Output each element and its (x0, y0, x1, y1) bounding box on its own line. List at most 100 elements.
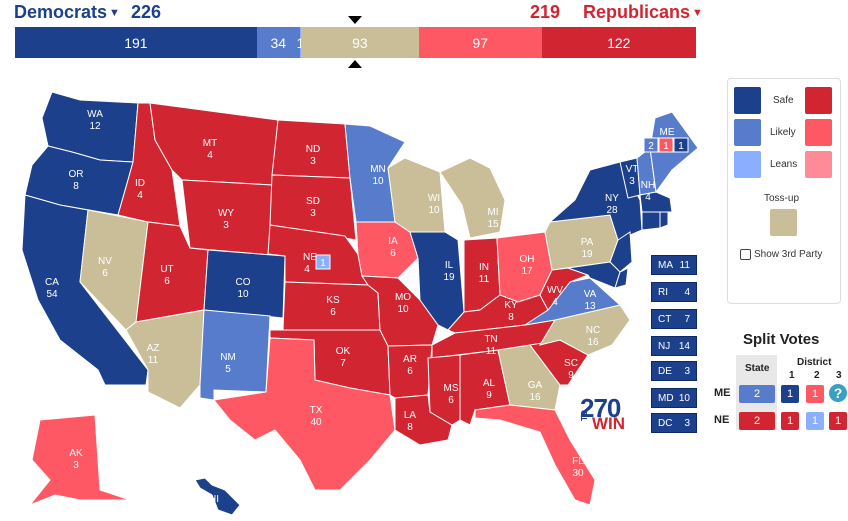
state-ga[interactable] (497, 344, 561, 411)
small-state-ma[interactable]: MA 11 (651, 255, 697, 275)
state-ev-ga: 16 (529, 392, 541, 403)
state-label-tn: TN (484, 334, 497, 345)
me-district-a-box[interactable] (643, 137, 659, 153)
likely-r-swatch[interactable] (805, 119, 832, 146)
small-state-nj[interactable]: NJ 14 (651, 336, 697, 356)
state-label-fl: FL (572, 456, 584, 467)
state-ks[interactable] (282, 281, 381, 331)
me-district-c-box[interactable] (673, 137, 689, 153)
state-label-mi: MI (487, 207, 498, 218)
state-ev-mn: 10 (372, 176, 384, 187)
leans-r-swatch[interactable] (805, 151, 832, 178)
small-state-abbr: DC (658, 417, 673, 429)
state-ev-la: 8 (407, 422, 413, 433)
tossup-swatch[interactable] (770, 209, 797, 236)
state-ev-ms: 6 (448, 395, 454, 406)
state-label-ak: AK (69, 448, 83, 459)
small-state-ev: 3 (684, 417, 690, 429)
state-ak[interactable] (28, 414, 131, 507)
state-ev-nv: 6 (102, 268, 108, 279)
state-label-wy: WY (218, 208, 234, 219)
state-label-nc: NC (586, 325, 600, 336)
me-district-ev-2: 1 (678, 141, 684, 152)
show-3rd-party-toggle[interactable]: Show 3rd Party (740, 249, 822, 260)
state-label-pa: PA (581, 237, 594, 248)
state-fl[interactable] (474, 404, 596, 506)
ne-district-box[interactable] (315, 254, 331, 270)
me-district-ev-0: 2 (648, 141, 654, 152)
state-ev-tn: 11 (486, 346, 497, 357)
state-label-nm: NM (220, 352, 236, 363)
state-ct[interactable] (641, 211, 661, 231)
bar-segment-1: 34 (256, 27, 300, 58)
state-ev-il: 19 (443, 272, 455, 283)
republicans-label[interactable]: Republicans ▼ (583, 2, 703, 23)
state-label-me: ME (660, 127, 675, 138)
state-ev-ia: 6 (390, 248, 396, 259)
state-ev-vt: 3 (629, 176, 635, 187)
state-label-co: CO (236, 277, 251, 288)
majority-marker-top-icon (348, 16, 362, 24)
ne-district-2-cell[interactable]: 1 (806, 412, 824, 430)
state-label-ar: AR (403, 354, 417, 365)
state-de[interactable] (614, 267, 629, 289)
state-nm[interactable] (199, 309, 271, 401)
ne-state-cell[interactable]: 2 (739, 412, 775, 430)
state-ev-id: 4 (137, 190, 143, 201)
legend-tossup: Toss-up (764, 193, 800, 204)
state-ev-co: 10 (237, 289, 249, 300)
state-ri[interactable] (659, 211, 669, 229)
state-ev-ca: 54 (46, 289, 58, 300)
safe-r-swatch[interactable] (805, 87, 832, 114)
small-state-dc[interactable]: DC 3 (651, 413, 697, 433)
me-district-1-cell[interactable]: 1 (781, 385, 799, 403)
me-district-b-box[interactable] (658, 137, 674, 153)
me-district-2-cell[interactable]: 1 (806, 385, 824, 403)
state-ms[interactable] (427, 354, 461, 426)
state-ev-mo: 10 (397, 304, 409, 315)
ne-district-1-cell[interactable]: 1 (781, 412, 799, 430)
state-ev-or: 8 (73, 181, 79, 192)
small-state-ev: 11 (679, 259, 690, 271)
electoral-vote-bar: 1913419397122 (15, 27, 696, 58)
state-ma[interactable] (639, 191, 673, 213)
help-icon[interactable]: ? (829, 384, 847, 402)
ne-district-3-cell[interactable]: 1 (829, 412, 847, 430)
state-label-al: AL (483, 378, 496, 389)
state-la[interactable] (394, 394, 453, 446)
checkbox-icon[interactable] (740, 249, 751, 260)
state-mi[interactable] (439, 157, 506, 239)
state-ev-ak: 3 (73, 460, 79, 471)
state-label-ne: NE (303, 252, 317, 263)
republicans-total: 219 (530, 2, 561, 22)
split-state-header: State (745, 363, 770, 374)
democrats-label[interactable]: Democrats ▼ (14, 2, 120, 23)
me-state-cell[interactable]: 2 (739, 385, 775, 403)
state-label-ny: NY (605, 193, 619, 204)
leans-d-swatch[interactable] (734, 151, 761, 178)
small-state-ct[interactable]: CT 7 (651, 309, 697, 329)
small-state-ri[interactable]: RI 4 (651, 282, 697, 302)
bar-segment-3: 93 (301, 27, 419, 58)
state-ca[interactable] (21, 194, 149, 386)
state-label-il: IL (445, 260, 454, 271)
state-ev-ut: 6 (164, 276, 170, 287)
small-state-de[interactable]: DE 3 (651, 361, 697, 381)
democrats-label-text: Democrats (14, 2, 108, 22)
state-ev-sd: 3 (310, 208, 316, 219)
state-hi[interactable] (194, 477, 241, 516)
state-sd[interactable] (269, 174, 357, 241)
state-nj[interactable] (609, 231, 633, 273)
state-ny[interactable] (548, 161, 643, 241)
state-ev-ne: 4 (304, 264, 310, 275)
safe-d-swatch[interactable] (734, 87, 761, 114)
majority-marker-bottom-icon (348, 60, 362, 68)
state-tx[interactable] (213, 337, 396, 491)
state-label-ia: IA (388, 236, 398, 247)
likely-d-swatch[interactable] (734, 119, 761, 146)
state-ev-va: 13 (584, 301, 596, 312)
state-ev-az: 11 (148, 355, 159, 366)
small-state-md[interactable]: MD 10 (651, 388, 697, 408)
ne-district-ev: 1 (320, 258, 326, 269)
state-ev-wa: 12 (89, 121, 101, 132)
